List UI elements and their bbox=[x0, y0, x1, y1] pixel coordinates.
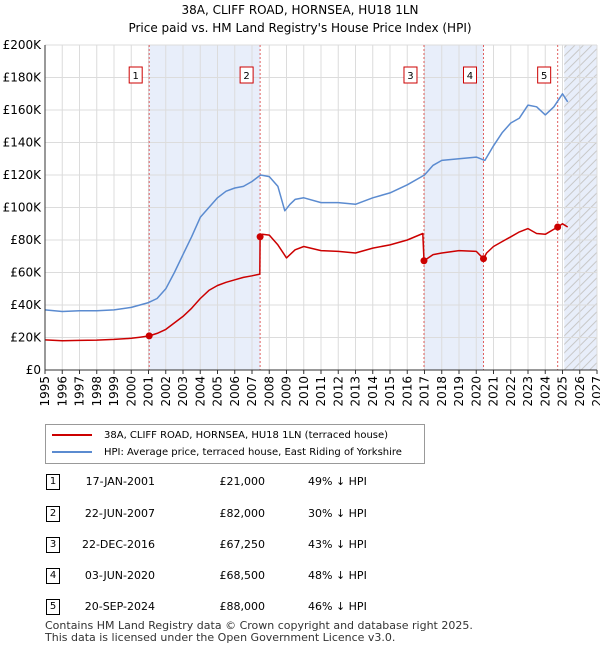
table-row: 1 17-JAN-2001 £21,000 49% ↓ HPI bbox=[0, 474, 600, 496]
y-tick-label: £60K bbox=[10, 266, 42, 280]
sale-date: 17-JAN-2001 bbox=[85, 475, 155, 488]
x-tick-label: 2000 bbox=[124, 376, 138, 407]
x-tick-label: 2009 bbox=[280, 376, 294, 407]
sale-label: 2 bbox=[243, 71, 249, 82]
legend-swatch-hpi bbox=[52, 451, 92, 453]
sale-hpi-diff: 48% ↓ HPI bbox=[308, 569, 367, 582]
x-tick-label: 2016 bbox=[400, 376, 414, 407]
sale-number-badge: 2 bbox=[46, 506, 60, 522]
y-tick-label: £140K bbox=[3, 136, 43, 150]
legend-swatch-property bbox=[52, 434, 92, 436]
sale-date: 22-JUN-2007 bbox=[84, 507, 155, 520]
x-tick-label: 2007 bbox=[245, 376, 259, 407]
y-tick-label: £20K bbox=[10, 331, 42, 345]
sale-number-badge: 5 bbox=[46, 599, 60, 615]
x-tick-label: 2015 bbox=[383, 376, 397, 407]
sale-number-badge: 1 bbox=[46, 474, 60, 490]
x-tick-label: 2005 bbox=[211, 376, 225, 407]
chart-title: 38A, CLIFF ROAD, HORNSEA, HU18 1LN bbox=[181, 3, 419, 17]
sale-price: £68,500 bbox=[219, 569, 266, 582]
sale-label-box bbox=[537, 66, 552, 84]
sale-date: 03-JUN-2020 bbox=[84, 569, 155, 582]
sale-number-badge: 4 bbox=[46, 568, 60, 584]
y-tick-label: £120K bbox=[3, 168, 43, 182]
sale-number-badge: 3 bbox=[46, 537, 60, 553]
x-tick-label: 2012 bbox=[331, 376, 345, 407]
sale-point bbox=[256, 233, 264, 241]
legend-item-property: 38A, CLIFF ROAD, HORNSEA, HU18 1LN (terr… bbox=[52, 428, 388, 444]
sale-label: 4 bbox=[467, 71, 473, 82]
footer-copyright: Contains HM Land Registry data © Crown c… bbox=[45, 619, 473, 632]
x-tick-label: 2011 bbox=[314, 376, 328, 407]
property-series-line bbox=[44, 223, 569, 342]
x-tick-label: 1995 bbox=[38, 376, 52, 407]
footer-attribution: Contains HM Land Registry data © Crown c… bbox=[45, 620, 473, 644]
x-tick-label: 2001 bbox=[142, 376, 156, 407]
legend-label-hpi: HPI: Average price, terraced house, East… bbox=[104, 447, 402, 458]
sale-label: 1 bbox=[133, 71, 139, 82]
y-tick-label: £40K bbox=[10, 298, 42, 312]
sale-point bbox=[420, 257, 428, 265]
table-row: 2 22-JUN-2007 £82,000 30% ↓ HPI bbox=[0, 506, 600, 528]
x-tick-label: 1997 bbox=[73, 376, 87, 407]
x-tick-label: 1999 bbox=[107, 376, 121, 407]
sale-hpi-diff: 46% ↓ HPI bbox=[308, 600, 367, 613]
x-tick-label: 2002 bbox=[159, 376, 173, 407]
x-tick-label: 2024 bbox=[538, 376, 552, 407]
x-tick-label: 2025 bbox=[556, 376, 570, 407]
sale-label: 5 bbox=[541, 71, 547, 82]
x-tick-label: 2027 bbox=[590, 376, 600, 407]
sale-hpi-diff: 30% ↓ HPI bbox=[308, 507, 367, 520]
x-tick-label: 2020 bbox=[469, 376, 483, 407]
x-tick-label: 2004 bbox=[193, 376, 207, 407]
sale-price: £67,250 bbox=[219, 538, 266, 551]
sale-point bbox=[554, 223, 562, 231]
footer-licence: This data is licensed under the Open Gov… bbox=[45, 631, 396, 644]
x-tick-label: 2017 bbox=[418, 376, 432, 407]
sale-label: 3 bbox=[407, 71, 413, 82]
x-tick-label: 2023 bbox=[521, 376, 535, 407]
sale-price: £21,000 bbox=[219, 475, 266, 488]
sale-label-box bbox=[403, 66, 418, 84]
chart-legend: 38A, CLIFF ROAD, HORNSEA, HU18 1LN (terr… bbox=[45, 424, 425, 464]
y-tick-label: £200K bbox=[3, 38, 43, 52]
hpi-series-line bbox=[44, 93, 569, 313]
x-tick-label: 2018 bbox=[435, 376, 449, 407]
x-tick-label: 2022 bbox=[504, 376, 518, 407]
sale-point bbox=[145, 332, 153, 340]
legend-label-property: 38A, CLIFF ROAD, HORNSEA, HU18 1LN (terr… bbox=[104, 430, 389, 441]
sale-hpi-diff: 49% ↓ HPI bbox=[308, 475, 367, 488]
x-tick-label: 2003 bbox=[176, 376, 190, 407]
sale-price: £88,000 bbox=[219, 600, 266, 613]
y-tick-label: £100K bbox=[3, 201, 43, 215]
price-chart: 1 2 3 4 5 £0 £20K £40K £60K £80K £100K £120K £140K £… bbox=[3, 38, 600, 407]
sale-hpi-diff: 43% ↓ HPI bbox=[308, 538, 367, 551]
sale-label-box bbox=[128, 66, 143, 84]
x-tick-label: 1996 bbox=[55, 376, 69, 407]
x-tick-label: 2008 bbox=[262, 376, 276, 407]
table-row: 3 22-DEC-2016 £67,250 43% ↓ HPI bbox=[0, 537, 600, 559]
x-tick-label: 1998 bbox=[90, 376, 104, 407]
x-tick-label: 2006 bbox=[228, 376, 242, 407]
x-tick-label: 2019 bbox=[452, 376, 466, 407]
y-tick-label: £160K bbox=[3, 103, 43, 117]
table-row: 5 20-SEP-2024 £88,000 46% ↓ HPI bbox=[0, 599, 600, 621]
sale-date: 20-SEP-2024 bbox=[84, 600, 155, 613]
x-tick-label: 2014 bbox=[366, 376, 380, 407]
x-tick-label: 2026 bbox=[573, 376, 587, 407]
sale-label-box bbox=[462, 66, 477, 84]
sale-label-box bbox=[239, 66, 254, 84]
y-tick-label: £180K bbox=[3, 71, 43, 85]
legend-item-hpi: HPI: Average price, terraced house, East… bbox=[52, 445, 402, 461]
chart-subtitle: Price paid vs. HM Land Registry's House … bbox=[128, 21, 472, 35]
sale-point bbox=[479, 255, 487, 263]
x-tick-label: 2013 bbox=[349, 376, 363, 407]
x-tick-label: 2021 bbox=[487, 376, 501, 407]
x-tick-label: 2010 bbox=[297, 376, 311, 407]
y-tick-label: £0 bbox=[26, 363, 41, 377]
sale-price: £82,000 bbox=[219, 507, 266, 520]
y-tick-label: £80K bbox=[10, 233, 42, 247]
sale-date: 22-DEC-2016 bbox=[81, 538, 155, 551]
table-row: 4 03-JUN-2020 £68,500 48% ↓ HPI bbox=[0, 568, 600, 590]
